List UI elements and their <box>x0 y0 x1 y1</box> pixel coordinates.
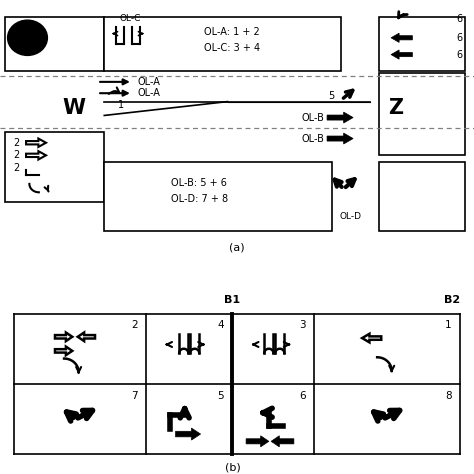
Text: 3: 3 <box>300 320 306 330</box>
Text: 6: 6 <box>457 14 463 24</box>
Text: B2: B2 <box>444 295 460 305</box>
Bar <box>379 162 465 231</box>
Text: OL-A: 1 + 2
OL-C: 3 + 4: OL-A: 1 + 2 OL-C: 3 + 4 <box>204 27 260 53</box>
Bar <box>5 132 104 201</box>
Polygon shape <box>327 133 353 144</box>
Polygon shape <box>78 333 95 341</box>
Text: OL-B: OL-B <box>302 112 325 123</box>
Text: 6: 6 <box>457 33 463 43</box>
Text: 2: 2 <box>14 138 20 148</box>
Text: 8: 8 <box>445 391 452 401</box>
Polygon shape <box>55 346 72 355</box>
Circle shape <box>8 20 47 55</box>
Polygon shape <box>271 436 294 447</box>
Text: 6: 6 <box>457 50 463 60</box>
Text: OL-B: 5 + 6
OL-D: 7 + 8: OL-B: 5 + 6 OL-D: 7 + 8 <box>171 178 228 204</box>
Text: OL-C: OL-C <box>119 14 141 23</box>
Text: 1: 1 <box>118 100 124 110</box>
Text: W: W <box>62 98 85 118</box>
Text: 1: 1 <box>445 320 452 330</box>
Bar <box>5 17 104 72</box>
Text: OL-A: OL-A <box>137 88 160 98</box>
Polygon shape <box>175 428 201 440</box>
Text: 6: 6 <box>300 391 306 401</box>
Text: OL-D: OL-D <box>340 212 362 221</box>
Text: 2: 2 <box>14 163 20 173</box>
Polygon shape <box>55 333 72 341</box>
Polygon shape <box>391 33 412 42</box>
Text: 2: 2 <box>14 150 20 160</box>
Bar <box>379 17 465 72</box>
Polygon shape <box>362 334 381 342</box>
Text: OL-A: OL-A <box>137 77 160 87</box>
Text: 5: 5 <box>328 91 334 100</box>
Polygon shape <box>26 138 46 147</box>
Text: (a): (a) <box>229 243 245 253</box>
Text: z: z <box>24 40 31 53</box>
Polygon shape <box>391 50 412 59</box>
Text: Z: Z <box>388 98 403 118</box>
Polygon shape <box>26 151 46 160</box>
Text: OL-B: OL-B <box>302 134 325 144</box>
Polygon shape <box>246 436 269 447</box>
Text: 2: 2 <box>131 320 138 330</box>
Text: (b): (b) <box>225 462 240 472</box>
Bar <box>104 17 341 72</box>
Text: 4: 4 <box>218 320 224 330</box>
Polygon shape <box>327 112 353 123</box>
Bar <box>104 162 332 231</box>
Bar <box>379 73 465 155</box>
Text: 7: 7 <box>131 391 138 401</box>
Text: B1: B1 <box>224 295 240 305</box>
Text: 5: 5 <box>218 391 224 401</box>
